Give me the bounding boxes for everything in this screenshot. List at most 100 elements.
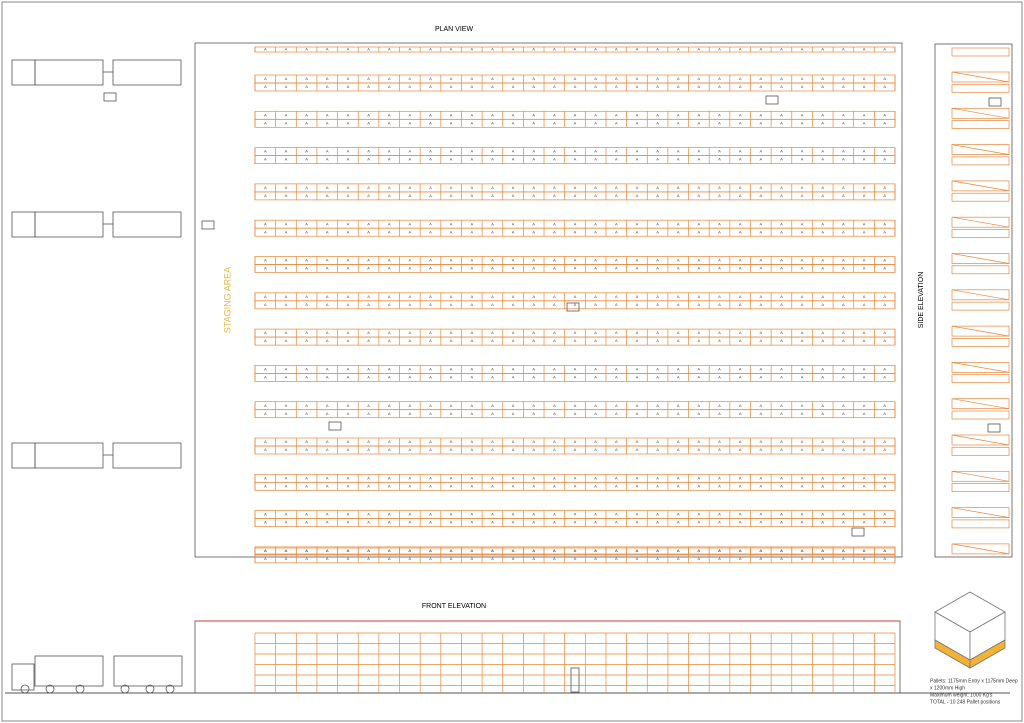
rack-label: A [656, 548, 659, 553]
rack-label: A [780, 193, 783, 198]
rack-label: A [656, 120, 659, 125]
rack-label: A [512, 330, 515, 335]
rack-label: A [532, 120, 535, 125]
rack-label: A [285, 512, 288, 517]
rack-label: A [285, 548, 288, 553]
rack-label: A [574, 185, 577, 190]
rack-label: A [429, 475, 432, 480]
rack-label: A [388, 258, 391, 263]
rack-label: A [594, 47, 597, 52]
rack-label: A [739, 403, 742, 408]
rack-label: A [883, 475, 886, 480]
rack-label: A [574, 221, 577, 226]
rack-label: A [532, 411, 535, 416]
rack-label: A [305, 47, 308, 52]
rack-label: A [636, 520, 639, 525]
rack-label: A [594, 84, 597, 89]
rack-label: A [532, 447, 535, 452]
rack-label: A [677, 548, 680, 553]
rack-label: A [429, 229, 432, 234]
rack-label: A [326, 556, 329, 561]
rack-label: A [594, 475, 597, 480]
rack-label: A [842, 294, 845, 299]
rack-label: A [739, 374, 742, 379]
rack-label: A [759, 548, 762, 553]
rack-label: A [718, 338, 721, 343]
rack-label: A [718, 229, 721, 234]
rack-label: A [388, 374, 391, 379]
rack-label: A [264, 366, 267, 371]
rack-label: A [450, 229, 453, 234]
rack-label: A [677, 403, 680, 408]
rack-label: A [429, 157, 432, 162]
rack-label: A [367, 149, 370, 154]
rack-label: A [409, 302, 412, 307]
rack-label: A [326, 221, 329, 226]
rack-label: A [305, 556, 308, 561]
rack-label: A [863, 512, 866, 517]
rack-label: A [615, 439, 618, 444]
rack-label: A [615, 193, 618, 198]
rack-label: A [759, 120, 762, 125]
rack-label: A [677, 76, 680, 81]
rack-label: A [883, 512, 886, 517]
rack-label: A [656, 266, 659, 271]
rack-label: A [821, 157, 824, 162]
rack-label: A [429, 193, 432, 198]
rack-label: A [759, 338, 762, 343]
rack-label: A [450, 258, 453, 263]
forklift [851, 527, 865, 537]
rack-label: A [553, 403, 556, 408]
rack-label: A [553, 149, 556, 154]
rack-label: A [615, 185, 618, 190]
wheel [120, 684, 130, 694]
rack-label: A [677, 266, 680, 271]
rack-label: A [347, 411, 350, 416]
side-rack [951, 519, 1010, 529]
rack-label: A [285, 76, 288, 81]
rack-label: A [326, 403, 329, 408]
rack-label: A [367, 366, 370, 371]
side-rack [951, 325, 1010, 337]
rack-label: A [532, 76, 535, 81]
rack-label: A [553, 221, 556, 226]
rack-label: A [409, 193, 412, 198]
rack-label: A [347, 475, 350, 480]
rack-label: A [388, 47, 391, 52]
rack-label: A [491, 84, 494, 89]
rack-label: A [759, 475, 762, 480]
rack-label: A [739, 548, 742, 553]
rack-label: A [801, 411, 804, 416]
rack-label: A [367, 520, 370, 525]
rack-label: A [450, 221, 453, 226]
rack-label: A [698, 258, 701, 263]
rack-label: A [759, 411, 762, 416]
truck-side-trailer [113, 655, 183, 687]
rack-label: A [718, 266, 721, 271]
rack-label: A [656, 84, 659, 89]
rack-label: A [264, 258, 267, 263]
rack-label: A [863, 403, 866, 408]
rack-label: A [801, 149, 804, 154]
side-title: SIDE ELEVATION [918, 272, 925, 329]
rack-label: A [883, 548, 886, 553]
rack-label: A [305, 475, 308, 480]
rack-label: A [429, 302, 432, 307]
rack-label: A [388, 112, 391, 117]
rack-label: A [739, 447, 742, 452]
rack-label: A [574, 193, 577, 198]
rack-label: A [656, 294, 659, 299]
rack-label: A [512, 157, 515, 162]
rack-label: A [553, 411, 556, 416]
rack-label: A [863, 475, 866, 480]
rack-label: A [863, 47, 866, 52]
rack-label: A [677, 366, 680, 371]
rack-label: A [450, 112, 453, 117]
rack-label: A [264, 302, 267, 307]
rack-label: A [739, 512, 742, 517]
rack-label: A [842, 556, 845, 561]
rack-label: A [718, 157, 721, 162]
rack-label: A [470, 556, 473, 561]
rack-label: A [636, 221, 639, 226]
rack-label: A [821, 475, 824, 480]
